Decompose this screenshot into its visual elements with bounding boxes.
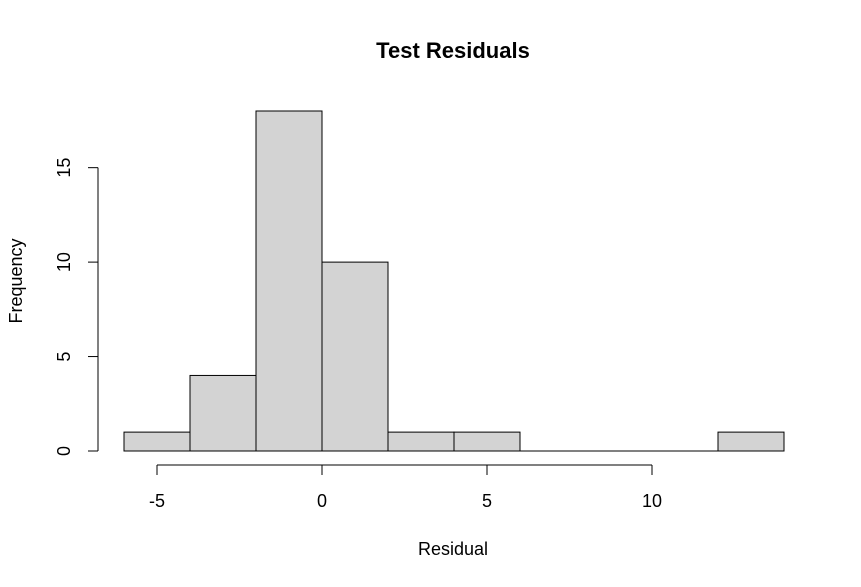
chart-title: Test Residuals: [376, 38, 530, 63]
histogram-bar: [717, 431, 785, 452]
histogram-bar: [321, 261, 389, 452]
x-tick-label: -5: [149, 491, 165, 511]
y-axis-label: Frequency: [6, 238, 26, 323]
x-tick-label: 5: [482, 491, 492, 511]
x-tick-label: 0: [317, 491, 327, 511]
y-tick-label: 10: [54, 252, 74, 272]
y-tick-label: 5: [54, 352, 74, 362]
x-tick-label: 10: [642, 491, 662, 511]
histogram-bar: [387, 431, 455, 452]
y-axis: 0 5 10 15: [54, 158, 99, 456]
histogram-bar: [453, 431, 521, 452]
histogram-bars: [123, 110, 785, 452]
y-tick-label: 15: [54, 158, 74, 178]
histogram-bar: [189, 374, 257, 452]
histogram-bar: [123, 431, 191, 452]
histogram-bar: [255, 110, 323, 452]
y-tick-label: 0: [54, 446, 74, 456]
x-axis: -5 0 5 10: [149, 464, 662, 511]
x-axis-label: Residual: [418, 539, 488, 559]
